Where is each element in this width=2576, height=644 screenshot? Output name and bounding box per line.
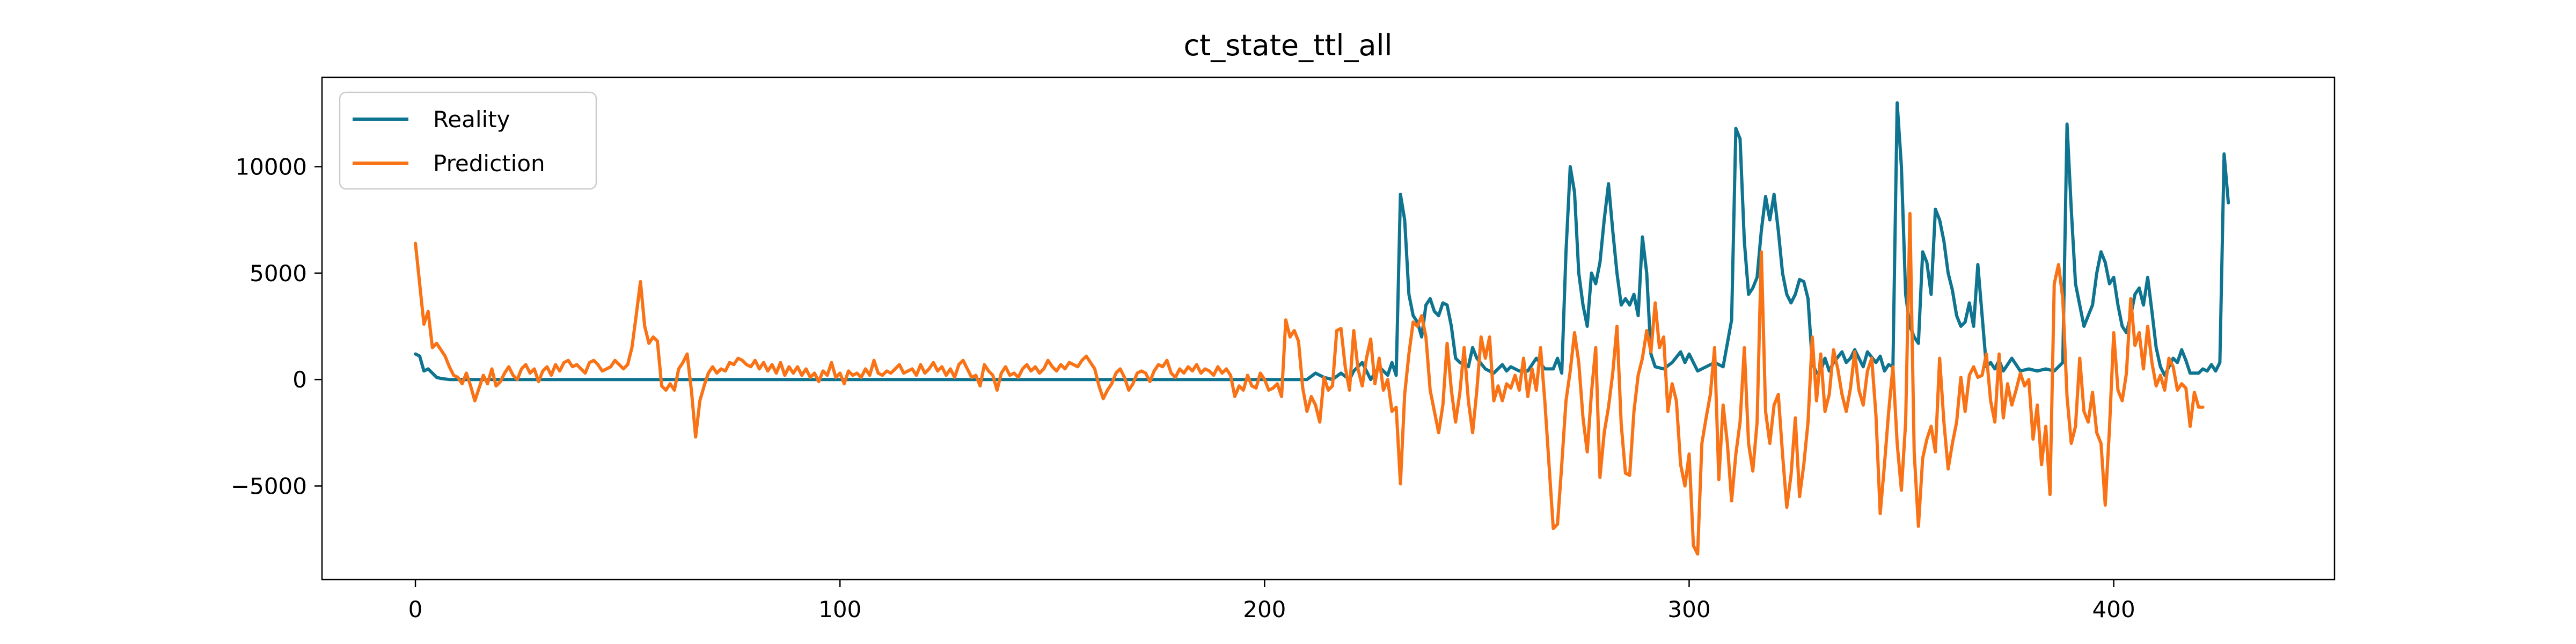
x-tick-label: 200 <box>1243 596 1286 623</box>
series-line-reality <box>414 101 2230 382</box>
y-tick-label: −5000 <box>231 473 307 499</box>
series-line-prediction <box>414 211 2205 556</box>
x-tick-label: 0 <box>408 596 423 623</box>
legend-label-reality: Reality <box>433 106 510 133</box>
x-tick-label: 300 <box>1667 596 1710 623</box>
legend-label-prediction: Prediction <box>433 150 545 177</box>
plot-frame <box>321 76 2336 581</box>
legend: Reality Prediction <box>339 91 597 190</box>
y-axis: −5000 0 5000 10000 <box>231 154 322 499</box>
x-axis: 0 100 200 300 400 <box>408 580 2135 623</box>
x-tick-label: 400 <box>2092 596 2135 623</box>
plot-area <box>414 101 2230 556</box>
chart-title: ct_state_ttl_all <box>1183 28 1392 62</box>
y-tick-label: 5000 <box>250 260 307 287</box>
x-tick-label: 100 <box>818 596 861 623</box>
y-tick-label: 10000 <box>235 154 307 180</box>
y-tick-label: 0 <box>292 367 307 393</box>
